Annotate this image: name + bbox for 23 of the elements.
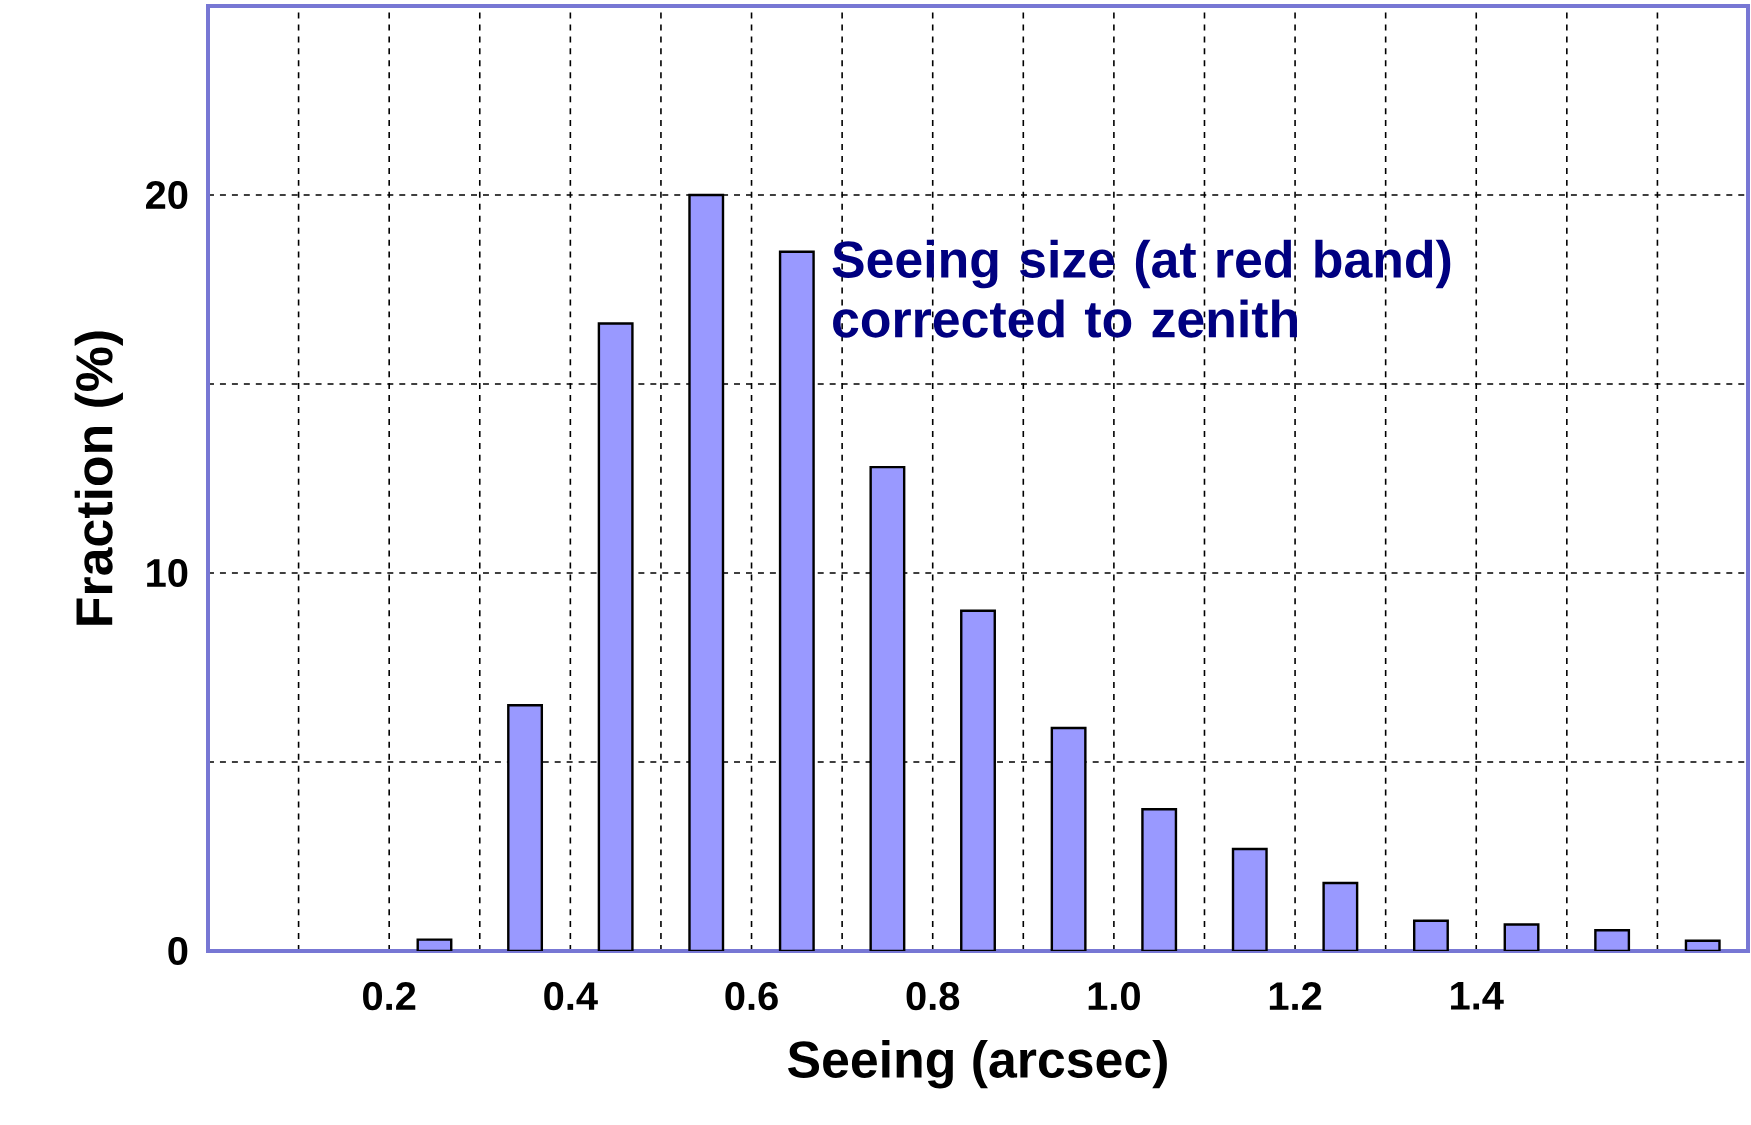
y-axis-title: Fraction (%) xyxy=(74,331,123,625)
bar xyxy=(1322,881,1359,951)
bar xyxy=(1141,808,1178,951)
bar xyxy=(507,704,544,951)
x-tick-label: 1.4 xyxy=(1451,982,1504,1010)
x-tick-label: 1.2 xyxy=(1269,982,1322,1010)
annotation: Seeing size (at red band) corrected to zenith xyxy=(832,239,1451,338)
bar xyxy=(1231,847,1268,951)
x-axis-title: Seeing (arcsec) xyxy=(788,1039,1167,1089)
bar xyxy=(960,609,996,951)
x-tick-label: 0.4 xyxy=(544,982,598,1011)
x-tick-label: 0.8 xyxy=(906,982,960,1011)
y-tick-label: 10 xyxy=(147,558,188,588)
x-tick-label: 0.2 xyxy=(363,982,416,1011)
x-tick-label: 1.0 xyxy=(1088,982,1140,1011)
y-tick-label: 0 xyxy=(168,936,188,966)
bar xyxy=(1050,726,1087,951)
bar xyxy=(778,250,815,951)
bar xyxy=(869,465,906,951)
y-tick-label: 20 xyxy=(146,180,188,210)
bar xyxy=(597,322,634,951)
x-tick-label: 0.6 xyxy=(725,982,778,1011)
bar xyxy=(688,193,725,951)
